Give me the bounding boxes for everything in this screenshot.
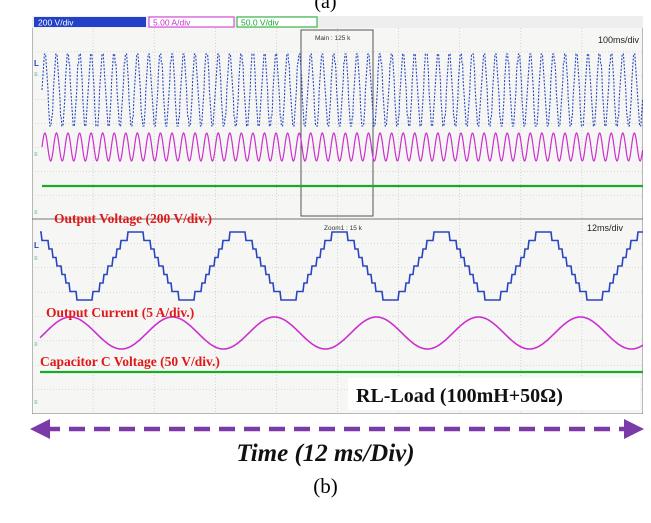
load-label: RL-Load (100mH+50Ω) [356, 385, 563, 407]
channel-2-scale: 5.00 A/div [153, 18, 191, 28]
channel-3-scale: 50.0 V/div [241, 18, 280, 28]
main-current-trace [41, 132, 643, 162]
output-voltage-label: Output Voltage (200 V/div.) [54, 211, 212, 226]
main-ch1-marker: L [34, 59, 39, 68]
ch-offset-mark-1: ≡ [34, 72, 38, 78]
main-voltage-trace [41, 53, 643, 127]
capacitor-voltage-label: Capacitor C Voltage (50 V/div.) [40, 354, 220, 369]
ch-offset-mark-4: ≡ [34, 256, 38, 262]
channel-1-scale: 200 V/div [38, 18, 74, 28]
channel-1-tab: 200 V/div [34, 17, 146, 28]
time-axis-label: Time (12 ms/Div) [236, 440, 415, 467]
output-current-label: Output Current (5 A/div.) [46, 305, 194, 320]
oscilloscope-screen: 200 V/div 5.00 A/div 50.0 V/div Main : 1… [32, 16, 643, 414]
time-axis-arrow [30, 419, 644, 439]
figure-caption-a: (a) [314, 0, 337, 13]
ch-offset-mark-2: ≡ [34, 152, 38, 158]
arrow-head-right [624, 419, 644, 439]
main-timebase: 100ms/div [598, 35, 640, 45]
main-window-label: Main : 125 k [315, 35, 351, 42]
zoom-current-trace [39, 316, 643, 350]
figure-caption-b: (b) [313, 474, 338, 498]
channel-3-tab: 50.0 V/div [236, 16, 318, 28]
zoom-window-label: Zoom1 : 15 k [324, 225, 363, 232]
ch-offset-mark-5: ≡ [34, 342, 38, 348]
arrow-head-left [30, 419, 50, 439]
zoom-ch1-marker: L [34, 241, 39, 250]
load-label-box [348, 378, 640, 410]
channel-2-tab: 5.00 A/div [148, 16, 235, 28]
ch-offset-mark-3: ≡ [34, 210, 38, 216]
zoom-selection-box [300, 29, 374, 217]
zoom-voltage-trace [40, 231, 643, 301]
ch-offset-mark-6: ≡ [34, 400, 38, 406]
zoom-timebase: 12ms/div [587, 223, 624, 233]
